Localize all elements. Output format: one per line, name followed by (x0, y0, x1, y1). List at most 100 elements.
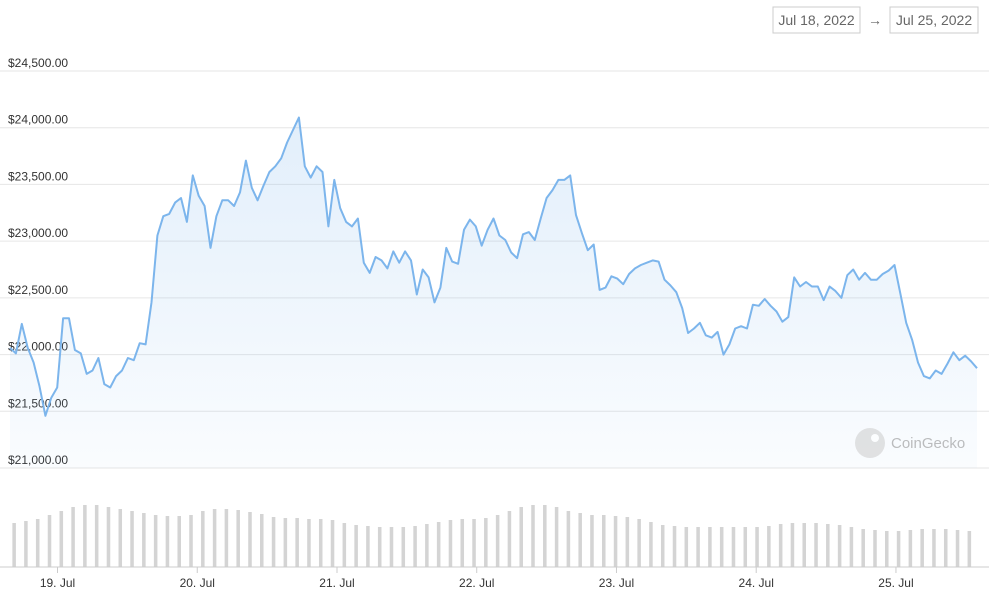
volume-bar (885, 531, 889, 567)
x-tick-label: 24. Jul (739, 576, 774, 590)
volume-bar (613, 516, 618, 567)
volume-bar (307, 519, 311, 567)
volume-bar (106, 507, 111, 567)
volume-bar (743, 527, 748, 567)
volume-bar (47, 515, 52, 567)
volume-bar (118, 509, 123, 567)
volume-bar (531, 505, 535, 567)
volume-bar (189, 515, 193, 567)
watermark-text: CoinGecko (891, 435, 965, 452)
volume-bar (826, 524, 830, 567)
volume-bar (460, 519, 465, 567)
volume-bar (236, 510, 240, 567)
y-tick-label: $24,000.00 (8, 113, 68, 127)
volume-bar (649, 522, 653, 567)
volume-bar (295, 518, 299, 567)
volume-bar (248, 512, 252, 567)
volume-bar (790, 523, 795, 567)
volume-bar (436, 522, 441, 567)
volume-bar (130, 511, 134, 567)
volume-bar (283, 518, 288, 567)
volume-bar (908, 530, 913, 567)
volume-bar (413, 526, 417, 567)
volume-bar (495, 515, 500, 567)
range-start[interactable]: Jul 18, 2022 (778, 12, 854, 28)
volume-bar (507, 511, 512, 567)
volume-bar (389, 527, 394, 567)
volume-bar (943, 529, 948, 567)
volume-bar (731, 527, 736, 567)
volume-bar (767, 526, 771, 567)
volume-bar (967, 531, 972, 567)
x-tick-label: 25. Jul (878, 576, 913, 590)
volume-bar (637, 519, 641, 567)
volume-bar (920, 529, 924, 567)
volume-bar (271, 517, 276, 567)
volume-bar (778, 524, 783, 567)
volume-bar (12, 523, 16, 567)
range-end-box[interactable] (889, 6, 979, 34)
volume-bar (401, 527, 406, 567)
range-start-box[interactable] (772, 6, 861, 34)
volume-bar (330, 520, 335, 567)
volume-bar (519, 507, 523, 567)
y-tick-label: $24,500.00 (8, 56, 68, 70)
y-tick-label: $22,500.00 (8, 283, 68, 297)
volume-bar (472, 519, 476, 567)
volume-bar (696, 527, 700, 567)
volume-bar (425, 524, 429, 567)
volume-bar (484, 518, 488, 567)
volume-bar (165, 516, 170, 567)
watermark: CoinGecko (855, 428, 965, 458)
price-area (10, 117, 977, 468)
volume-bar (543, 505, 547, 567)
volume-bar (224, 509, 229, 567)
volume-bar (625, 517, 630, 567)
volume-bar (849, 527, 854, 567)
volume-bar (719, 527, 724, 567)
volume-bar (142, 513, 146, 567)
volume-bar (366, 526, 370, 567)
range-end[interactable]: Jul 25, 2022 (896, 12, 972, 28)
price-line (9, 116, 978, 417)
volume-bar (260, 514, 264, 567)
volume-bar (814, 523, 818, 567)
volume-bar (802, 523, 807, 567)
volume-bar (153, 515, 158, 567)
volume-bar (708, 527, 712, 567)
volume-bar (755, 527, 759, 567)
volume-bar (896, 531, 901, 567)
volume-bar (601, 515, 606, 567)
volume-bar (59, 511, 64, 567)
range-arrow: → (868, 12, 882, 28)
x-tick-label: 21. Jul (319, 576, 354, 590)
y-tick-label: $23,500.00 (8, 169, 68, 183)
volume-bar (578, 513, 582, 567)
x-tick-label: 19. Jul (40, 576, 75, 590)
volume-bar (94, 505, 99, 567)
volume-bar (201, 511, 205, 567)
volume-bar (955, 530, 960, 567)
volume-bar (377, 527, 382, 567)
volume-bar (837, 525, 842, 567)
volume-bar (212, 509, 217, 567)
y-tick-label: $23,000.00 (8, 226, 68, 240)
volume-bar (177, 516, 181, 567)
volume-bar (861, 529, 865, 567)
volume-bar (24, 521, 28, 567)
x-tick-label: 22. Jul (459, 576, 494, 590)
volume-bar (554, 507, 559, 567)
volume-bar (660, 525, 665, 567)
volume-bar (932, 529, 936, 567)
x-tick-label: 20. Jul (180, 576, 215, 590)
volume-bar (672, 526, 677, 567)
volume-bar (566, 511, 571, 567)
volume-bar (318, 519, 323, 567)
volume-bar (354, 525, 358, 567)
volume-bar (342, 523, 347, 567)
x-tick-label: 23. Jul (599, 576, 634, 590)
volume-bar (35, 519, 40, 567)
volume-bar (684, 527, 689, 567)
volume-bar (71, 507, 75, 567)
